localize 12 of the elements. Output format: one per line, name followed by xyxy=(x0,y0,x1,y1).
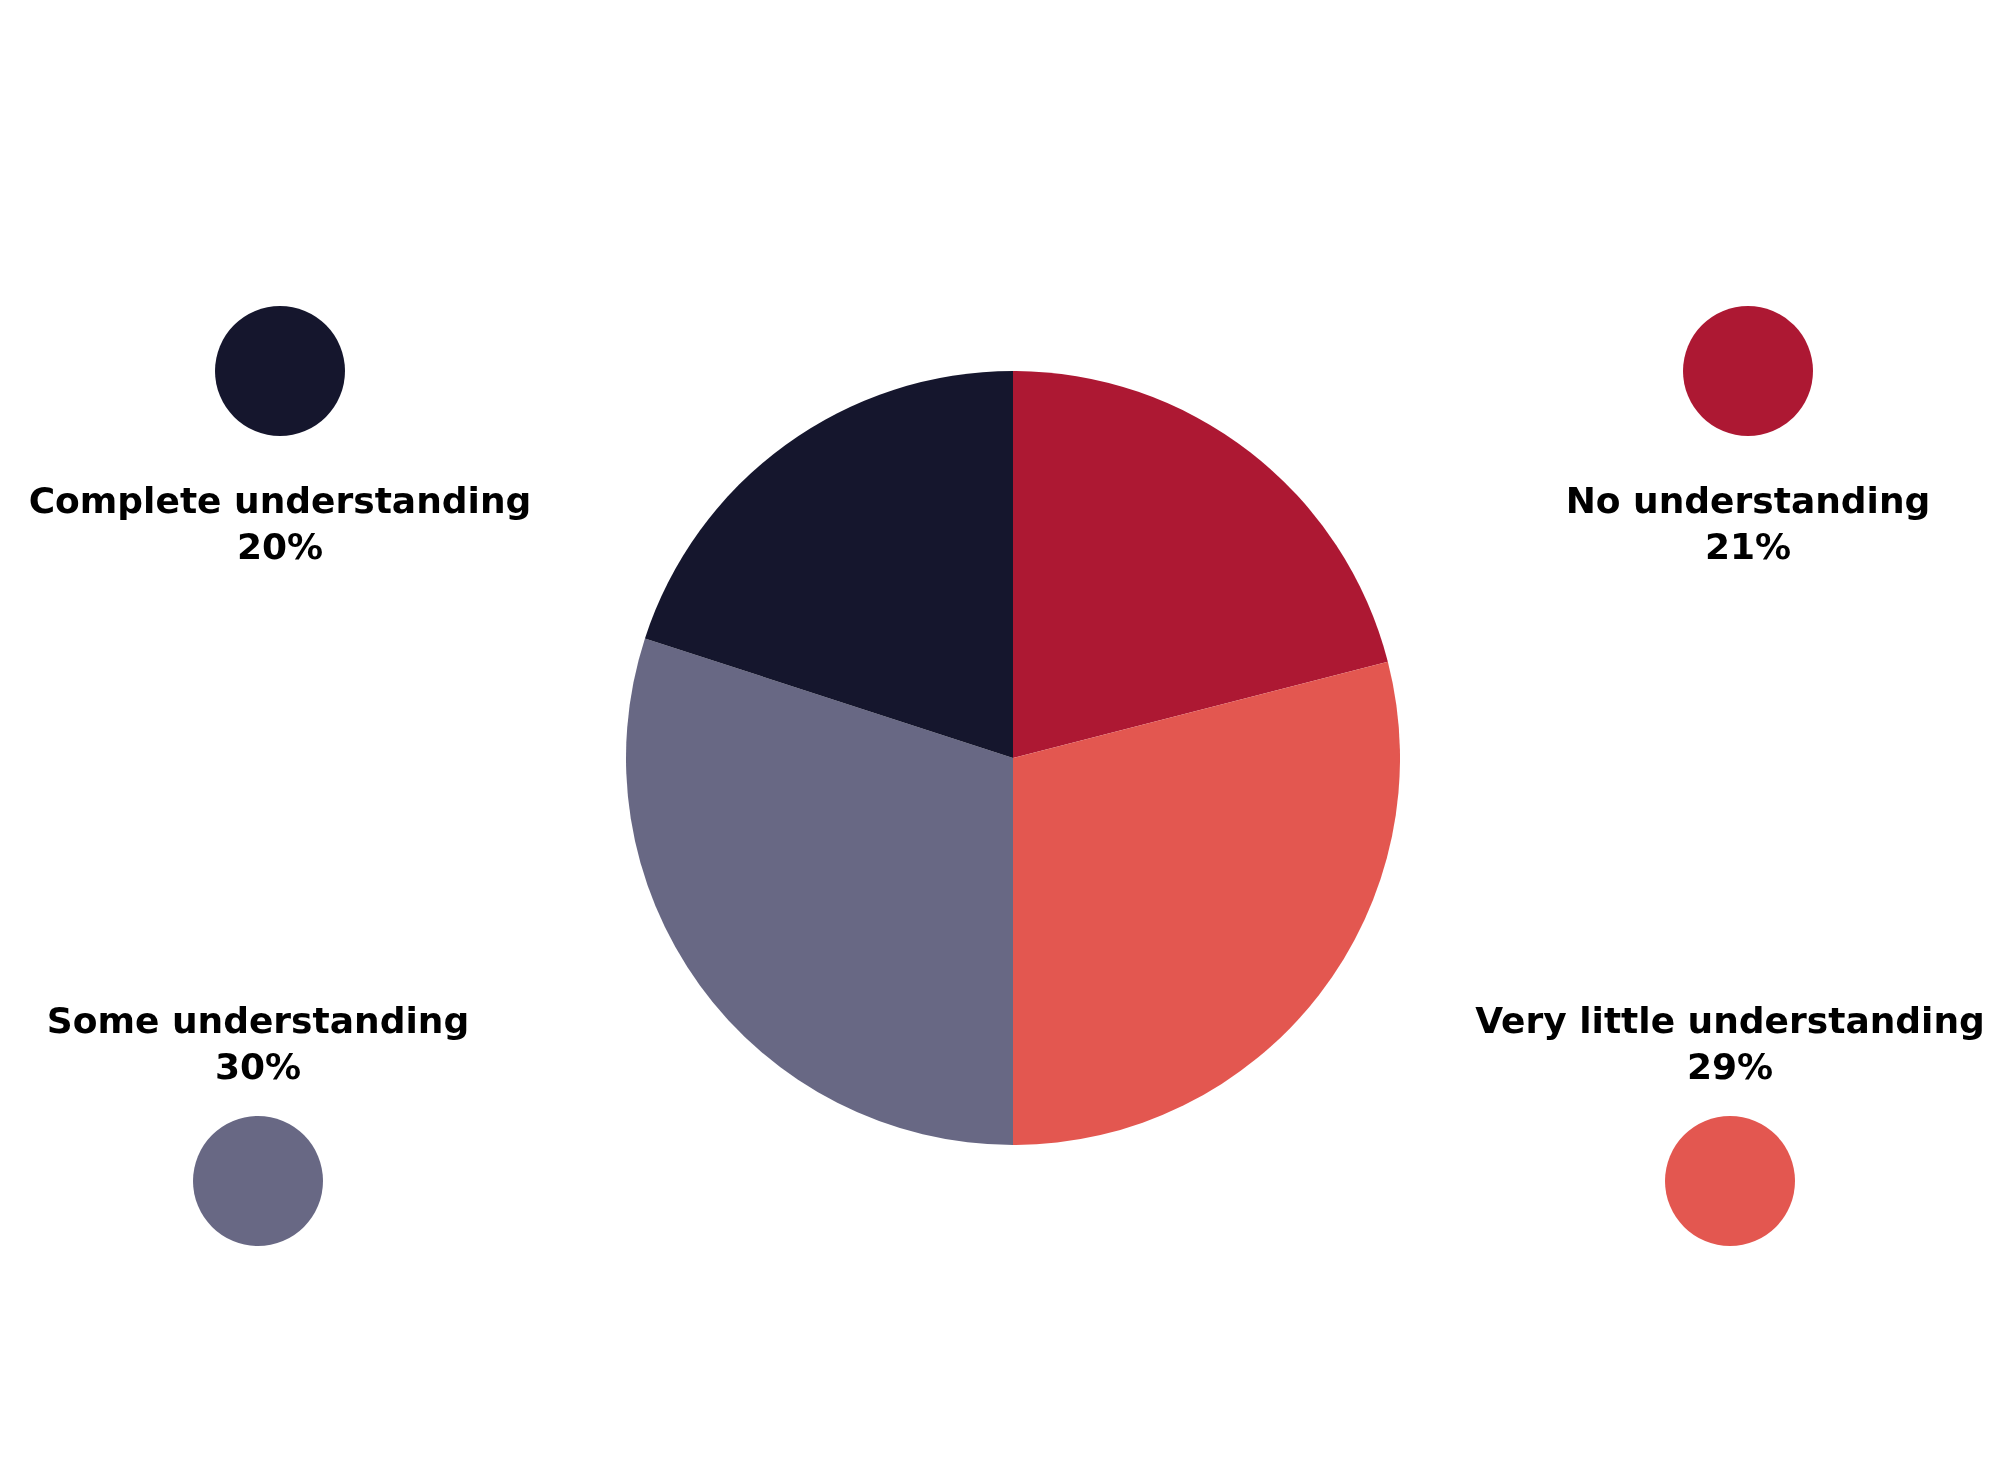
data-label: 20% xyxy=(235,525,325,569)
slice-label: Some understanding xyxy=(45,999,471,1043)
data-label: 30% xyxy=(213,1045,303,1089)
pie-slice xyxy=(626,638,1013,1145)
data-label: 21% xyxy=(1703,525,1793,569)
slice-label: Very little understanding xyxy=(1474,999,1986,1043)
data-label: 29% xyxy=(1685,1045,1775,1089)
slice-label: Complete understanding xyxy=(27,479,533,523)
pie-slice xyxy=(644,371,1013,758)
pie-slice xyxy=(1013,371,1388,758)
slice-label: No understanding xyxy=(1564,479,1932,523)
pie-slice xyxy=(1013,661,1400,1145)
